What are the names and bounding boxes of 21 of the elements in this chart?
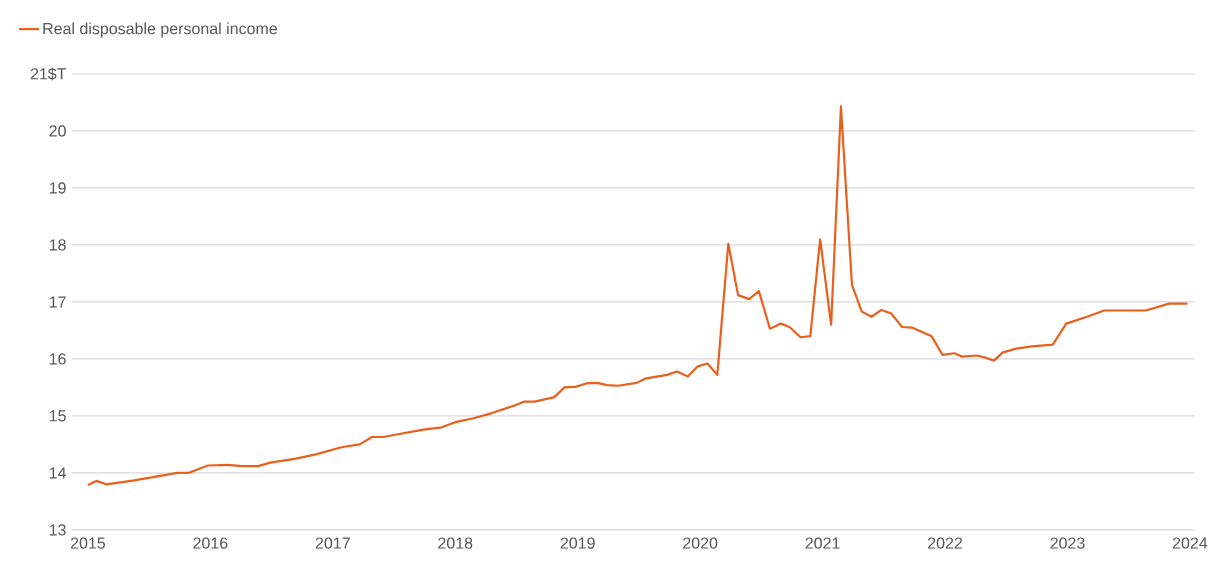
x-tick-label: 2016 — [193, 537, 228, 549]
x-tick-label: 2022 — [928, 537, 962, 549]
x-tick-label: 2023 — [1050, 537, 1085, 549]
y-tick-label: 16 — [49, 353, 66, 365]
y-tick-label: 13 — [49, 524, 66, 536]
x-tick-label: 2018 — [438, 537, 473, 549]
y-tick-label: 19 — [49, 182, 66, 194]
x-tick-label: 2019 — [560, 537, 595, 549]
x-tick-label: 2021 — [805, 537, 840, 549]
x-tick-label: 2015 — [70, 537, 106, 549]
y-tick-label: 14 — [49, 467, 67, 479]
line-series — [86, 105, 1189, 487]
x-tick-label: 2017 — [315, 537, 350, 549]
y-tick-label: 18 — [49, 239, 66, 251]
x-tick-label: 2020 — [683, 537, 718, 549]
y-tick-label: 20 — [49, 125, 66, 137]
y-tick-label: 15 — [49, 410, 66, 422]
y-tick-label: 17 — [49, 296, 66, 308]
legend-label: Real disposable personal income — [43, 22, 277, 38]
y-tick-label: 21$T — [30, 67, 67, 81]
x-tick-label: 2024 — [1172, 537, 1208, 549]
